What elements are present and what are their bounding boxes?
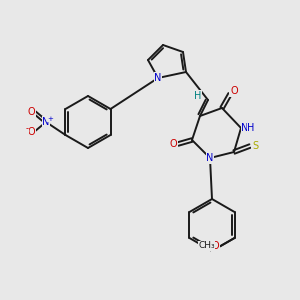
Text: CH₃: CH₃ [198, 242, 215, 250]
Text: H: H [194, 91, 202, 101]
Text: H: H [247, 123, 255, 133]
Text: O: O [212, 241, 219, 251]
Text: N: N [206, 153, 214, 163]
Text: N: N [154, 73, 162, 83]
Text: -: - [26, 124, 29, 134]
Text: O: O [27, 107, 35, 117]
Text: N: N [42, 117, 50, 127]
Text: O: O [169, 139, 177, 149]
Text: O: O [230, 86, 238, 96]
Text: N: N [241, 123, 249, 133]
Text: +: + [47, 116, 53, 122]
Text: O: O [27, 127, 35, 137]
Text: S: S [252, 141, 258, 151]
